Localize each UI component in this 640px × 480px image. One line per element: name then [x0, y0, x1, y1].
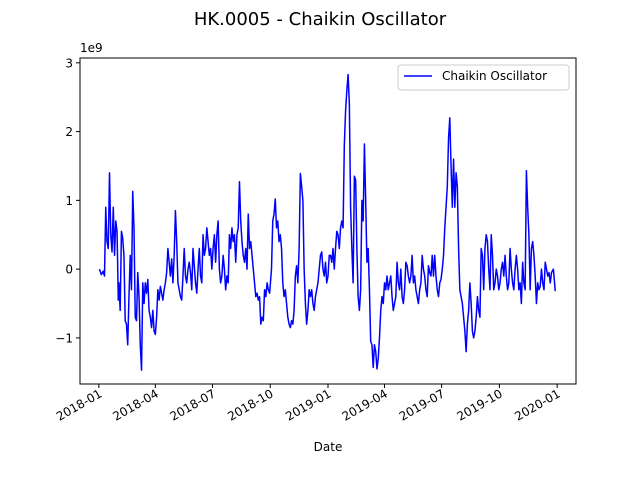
y-tick-label: 3	[65, 56, 73, 70]
x-axis-label: Date	[314, 440, 343, 454]
y-tick-label: 2	[65, 125, 73, 139]
plot-area	[98, 73, 557, 371]
y-tick-label: 1	[65, 194, 73, 208]
y-axis: −1 0 1 2 3	[55, 56, 80, 345]
legend: Chaikin Oscillator	[397, 64, 570, 91]
legend-box	[397, 64, 570, 91]
y-tick-label: 0	[65, 263, 73, 277]
legend-entry-label: Chaikin Oscillator	[442, 69, 547, 83]
series-line-0	[98, 73, 557, 371]
y-tick-label: −1	[55, 331, 73, 345]
y-scale-label: 1e9	[80, 41, 103, 55]
chart-title: HK.0005 - Chaikin Oscillator	[194, 9, 447, 30]
